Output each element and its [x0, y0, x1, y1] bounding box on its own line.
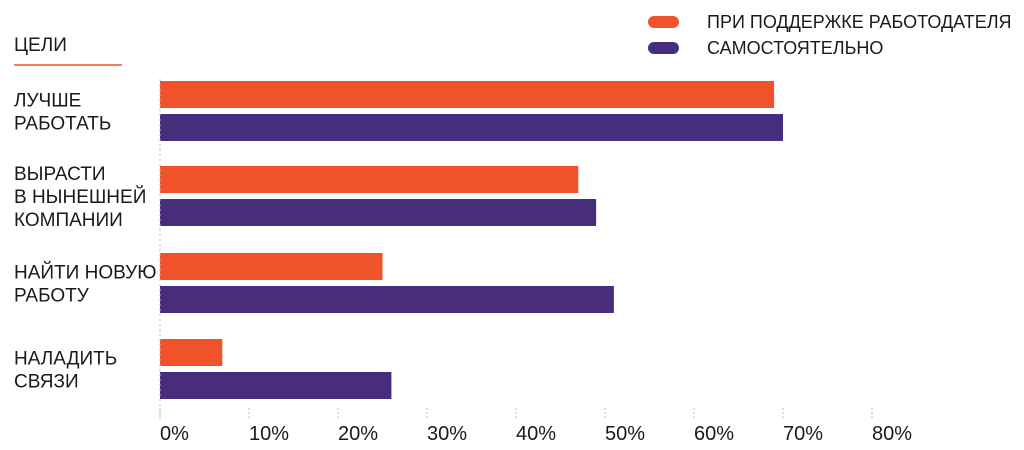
x-tick-label: 10% — [249, 423, 289, 445]
bar-series-2 — [160, 114, 783, 141]
category-label: ВЫРАСТИ — [14, 164, 106, 185]
legend-label-1: ПРИ ПОДДЕРЖКЕ РАБОТОДАТЕЛЯ — [707, 12, 1012, 32]
category-label: РАБОТАТЬ — [14, 114, 111, 135]
bar-series-1 — [160, 253, 383, 280]
x-tick-label: 60% — [694, 423, 734, 445]
bar-series-1 — [160, 166, 579, 193]
legend-label-2: САМОСТОЯТЕЛЬНО — [707, 38, 883, 58]
x-tick-label: 70% — [783, 423, 823, 445]
x-tick-label: 80% — [872, 423, 912, 445]
x-tick-label: 40% — [516, 423, 556, 445]
legend-swatch-2 — [648, 42, 679, 54]
bar-series-2 — [160, 199, 597, 226]
category-label: НАЛАДИТЬ — [14, 349, 117, 370]
bars — [160, 81, 783, 399]
category-label: СВЯЗИ — [14, 372, 79, 393]
bar-series-2 — [160, 372, 392, 399]
bar-series-1 — [160, 81, 775, 108]
category-label: НАЙТИ НОВУЮ — [14, 262, 156, 284]
x-tick-label: 50% — [605, 423, 645, 445]
legend: ПРИ ПОДДЕРЖКЕ РАБОТОДАТЕЛЯ САМОСТОЯТЕЛЬНО — [648, 12, 1012, 58]
x-tick-label: 30% — [427, 423, 467, 445]
x-tick-label: 20% — [338, 423, 378, 445]
category-label: ЛУЧШЕ — [14, 91, 81, 112]
x-tick-label: 0% — [160, 423, 189, 445]
bar-series-2 — [160, 286, 614, 313]
category-label: В НЫНЕШНЕЙ — [14, 186, 146, 208]
legend-swatch-1 — [648, 16, 679, 28]
category-label: КОМПАНИИ — [14, 210, 123, 231]
chart-title: ЦЕЛИ — [14, 35, 67, 56]
bar-series-1 — [160, 339, 223, 366]
x-axis: 0% 10% 20% 30% 40% 50% 60% 70% 80% — [159, 79, 912, 445]
category-label: РАБОТУ — [14, 286, 90, 307]
